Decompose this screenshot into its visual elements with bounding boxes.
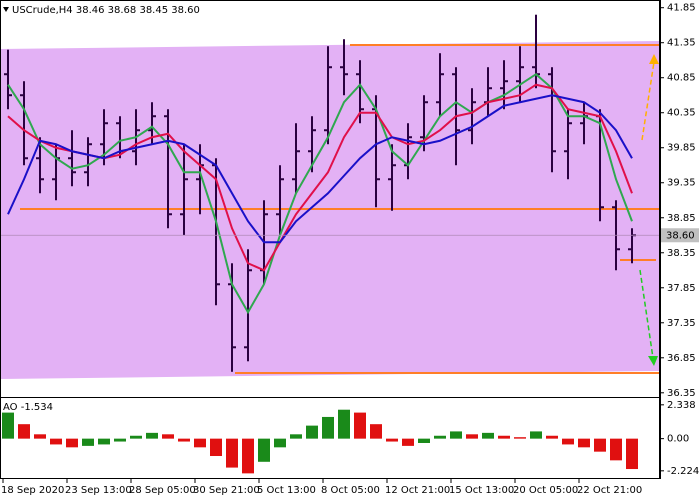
ao-bar (210, 438, 222, 457)
indicator-title: AO -1.534 (3, 402, 53, 413)
ao-bar (242, 438, 254, 474)
price-tag: 38.60 (666, 230, 695, 241)
arrow-head (649, 54, 659, 64)
y-tick-label: 41.35 (667, 38, 696, 49)
ao-bar (322, 416, 334, 439)
ao-bar (610, 438, 622, 461)
ao-bar (194, 438, 206, 448)
price-tag-box (661, 228, 699, 243)
x-tick-label: 12 Oct 21:00 (385, 485, 450, 496)
ao-bar (162, 434, 174, 439)
ao-bar (578, 438, 590, 448)
y-tick-label: 36.35 (667, 388, 696, 399)
x-tick-label: 22 Oct 21:00 (577, 485, 642, 496)
y-tick-label: 39.35 (667, 178, 696, 189)
ao-bar (146, 432, 158, 439)
y-tick-label: 37.85 (667, 283, 696, 294)
ao-bar (50, 438, 62, 445)
ao-bar (18, 424, 30, 439)
y-tick-label: -2.224 (667, 466, 699, 477)
ao-bar (386, 438, 398, 442)
ao-bar (306, 425, 318, 439)
ao-bar (114, 438, 126, 442)
ao-bar (514, 437, 526, 439)
ao-bar (130, 435, 142, 439)
arrow-head (648, 356, 658, 366)
ao-bar (530, 431, 542, 439)
y-tick-label: 36.85 (667, 353, 696, 364)
ao-bar (274, 438, 286, 448)
y-tick-label: 39.85 (667, 143, 696, 154)
ao-bar (354, 412, 366, 439)
y-tick-label: 2.338 (667, 400, 696, 411)
ao-bar (66, 438, 78, 448)
ao-bar (338, 409, 350, 439)
moving-average (7, 83, 633, 272)
ao-bar (2, 412, 14, 439)
ao-bar (546, 435, 558, 439)
ao-bar (466, 434, 478, 439)
y-tick-label: 38.35 (667, 248, 696, 259)
ao-bar (594, 438, 606, 452)
x-tick-label: 5 Oct 13:00 (257, 485, 316, 496)
y-tick-label: 40.85 (667, 73, 696, 84)
x-tick-label: 20 Oct 05:00 (513, 485, 578, 496)
x-tick-label: 18 Sep 2020 (1, 485, 64, 496)
y-tick-label: 38.85 (667, 213, 696, 224)
ao-bar (370, 424, 382, 439)
symbol-icon (3, 7, 9, 12)
y-tick-label: 41.85 (667, 3, 696, 14)
ao-bar (178, 438, 190, 442)
x-tick-label: 28 Sep 05:00 (129, 485, 196, 496)
ao-bar (226, 438, 238, 468)
ao-bar (82, 438, 94, 446)
ao-bar (482, 432, 494, 439)
chart-title: USCrude,H4 38.46 38.68 38.45 38.60 (12, 5, 200, 16)
y-tick-label: 0.00 (667, 434, 689, 445)
ao-bar (418, 438, 430, 443)
x-tick-label: 23 Sep 13:00 (65, 485, 132, 496)
arrow-up (641, 61, 655, 141)
x-tick-label: 15 Oct 13:00 (449, 485, 514, 496)
frame (0, 0, 660, 479)
ao-bar (498, 435, 510, 439)
y-tick-label: 37.35 (667, 318, 696, 329)
ao-bar (562, 438, 574, 445)
arrow-down (639, 269, 654, 359)
ao-bar (34, 434, 46, 439)
moving-average (7, 72, 633, 315)
ao-bar (258, 438, 270, 462)
moving-average (7, 94, 633, 244)
ao-bar (98, 438, 110, 445)
ao-bar (290, 434, 302, 439)
x-tick-label: 8 Oct 05:00 (321, 485, 380, 496)
ao-bar (434, 435, 446, 439)
ao-bar (450, 431, 462, 439)
ao-bar (402, 438, 414, 446)
y-tick-label: 40.35 (667, 108, 696, 119)
ao-bar (626, 438, 638, 470)
x-tick-label: 30 Sep 21:00 (193, 485, 260, 496)
